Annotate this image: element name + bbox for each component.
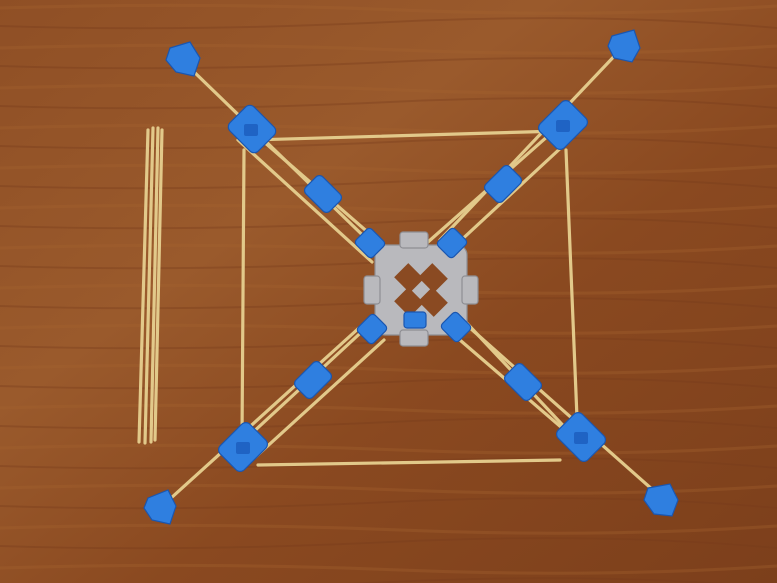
square-frame: [240, 129, 579, 467]
arm-spacers: [293, 164, 543, 402]
corner-joints: [218, 100, 606, 472]
hub-connectors: [354, 227, 472, 345]
loose-sticks: [137, 126, 164, 445]
central-hub: [363, 231, 479, 347]
tip-caps: [143, 29, 679, 525]
